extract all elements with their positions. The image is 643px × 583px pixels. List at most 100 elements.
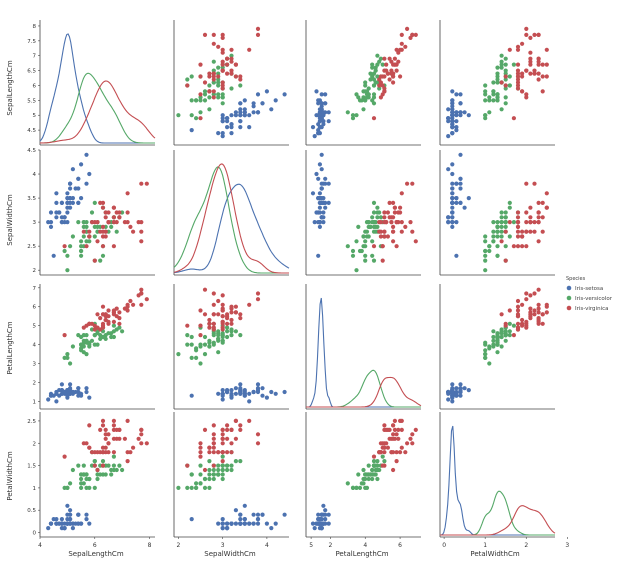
point-versicolor	[495, 336, 500, 341]
point-versicolor	[207, 83, 212, 88]
point-setosa	[255, 517, 261, 522]
point-setosa	[450, 89, 455, 94]
point-versicolor	[198, 110, 203, 115]
point-virginica	[515, 308, 521, 313]
legend-swatch-versicolor	[566, 295, 572, 301]
point-virginica	[399, 427, 404, 432]
point-versicolor	[211, 92, 216, 97]
y-tick-label: 5	[33, 113, 37, 119]
point-setosa	[59, 200, 64, 205]
point-virginica	[106, 319, 111, 324]
point-virginica	[211, 32, 216, 38]
point-virginica	[385, 234, 390, 239]
point-setosa	[68, 181, 73, 186]
point-virginica	[536, 210, 541, 215]
point-setosa	[260, 512, 265, 517]
point-versicolor	[65, 253, 70, 258]
point-virginica	[247, 47, 252, 52]
point-versicolor	[79, 334, 84, 340]
point-setosa	[79, 393, 84, 398]
point-virginica	[98, 316, 103, 321]
point-virginica	[225, 427, 230, 432]
point-setosa	[326, 110, 331, 115]
point-setosa	[54, 391, 59, 396]
point-virginica	[396, 210, 401, 215]
point-virginica	[225, 62, 230, 67]
point-versicolor	[487, 244, 492, 249]
point-setosa	[450, 125, 455, 130]
point-versicolor	[495, 253, 500, 258]
point-versicolor	[368, 224, 373, 229]
point-versicolor	[220, 454, 225, 459]
point-versicolor	[202, 98, 208, 103]
point-virginica	[528, 215, 533, 220]
point-setosa	[65, 391, 70, 396]
point-virginica	[511, 333, 516, 338]
point-setosa	[233, 113, 238, 118]
point-versicolor	[375, 476, 380, 482]
point-virginica	[225, 312, 230, 317]
point-virginica	[211, 312, 216, 317]
point-setosa	[247, 125, 252, 130]
point-versicolor	[503, 56, 508, 61]
point-virginica	[499, 80, 504, 85]
point-setosa	[321, 196, 326, 201]
point-setosa	[458, 152, 463, 157]
point-virginica	[225, 436, 230, 441]
point-virginica	[198, 450, 203, 455]
point-virginica	[515, 210, 521, 215]
point-versicolor	[371, 459, 377, 464]
point-virginica	[389, 450, 394, 455]
point-virginica	[103, 450, 108, 455]
point-versicolor	[364, 485, 370, 490]
x-tick-label: 2	[524, 542, 528, 549]
point-versicolor	[350, 113, 356, 118]
point-virginica	[125, 418, 130, 423]
point-versicolor	[363, 83, 368, 88]
point-versicolor	[495, 71, 500, 76]
point-versicolor	[483, 239, 488, 244]
point-setosa	[238, 125, 243, 130]
point-versicolor	[233, 329, 238, 334]
point-setosa	[282, 92, 287, 97]
point-setosa	[321, 503, 326, 508]
point-versicolor	[189, 334, 194, 340]
x-tick-label: 1	[483, 542, 487, 549]
point-versicolor	[79, 248, 84, 254]
point-versicolor	[491, 334, 496, 340]
point-versicolor	[503, 333, 508, 338]
point-versicolor	[229, 467, 234, 473]
point-virginica	[540, 321, 545, 326]
point-virginica	[524, 26, 529, 31]
point-virginica	[524, 297, 529, 302]
point-versicolor	[495, 224, 500, 229]
point-virginica	[515, 304, 521, 309]
point-setosa	[450, 205, 455, 210]
point-versicolor	[507, 333, 512, 338]
point-virginica	[396, 427, 401, 432]
point-virginica	[139, 441, 144, 446]
point-virginica	[225, 56, 230, 61]
point-virginica	[207, 321, 212, 326]
point-virginica	[111, 450, 116, 455]
point-setosa	[59, 521, 64, 526]
point-versicolor	[185, 342, 190, 347]
point-virginica	[111, 418, 116, 423]
point-versicolor	[371, 463, 377, 468]
point-versicolor	[495, 234, 500, 239]
point-versicolor	[364, 92, 370, 97]
point-setosa	[238, 512, 243, 517]
point-setosa	[317, 517, 322, 522]
point-versicolor	[109, 467, 114, 473]
point-setosa	[323, 205, 328, 210]
point-versicolor	[198, 463, 203, 468]
point-versicolor	[503, 101, 508, 106]
point-versicolor	[211, 340, 216, 345]
point-setosa	[242, 517, 247, 522]
point-virginica	[515, 80, 521, 85]
point-virginica	[536, 319, 541, 324]
point-versicolor	[220, 331, 225, 336]
panel-petal-length-cm-vs-petal-width-cm	[439, 284, 555, 410]
point-setosa	[65, 205, 70, 210]
point-versicolor	[70, 234, 75, 239]
